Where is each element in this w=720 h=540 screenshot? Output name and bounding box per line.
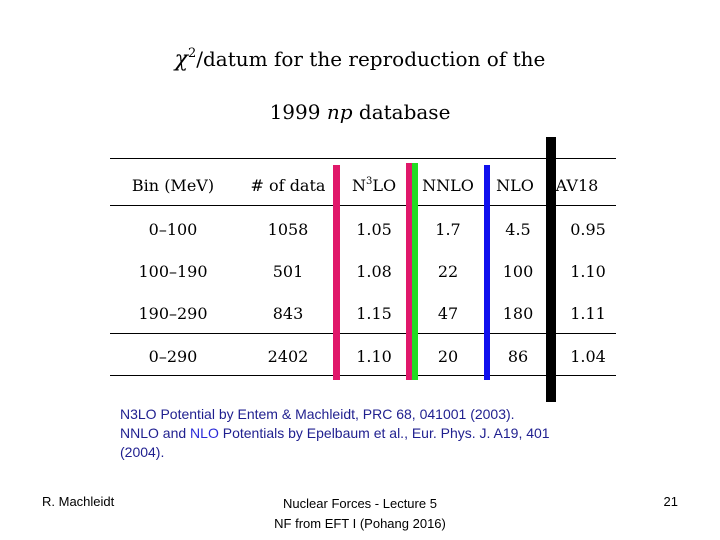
slide-title-line2: 1999 np database xyxy=(0,100,720,124)
header-n3lo-n: N xyxy=(351,176,366,195)
row-3-bin: 0–290 xyxy=(148,347,198,366)
row-0-nnlo: 1.7 xyxy=(435,220,461,239)
nnlo-highlight-bar-right xyxy=(412,163,418,380)
chi-symbol: χ xyxy=(174,47,188,72)
caption-line1: N3LO Potential by Entem & Machleidt, PRC… xyxy=(120,406,515,422)
title-line1-text: /datum for the reproduction of the xyxy=(196,47,546,71)
title-np: np xyxy=(326,100,353,124)
nnlo-highlight-bar-left xyxy=(406,163,412,380)
row-1-nlo: 100 xyxy=(502,262,534,281)
page-number: 21 xyxy=(663,494,678,509)
row-0-bin: 0–100 xyxy=(148,220,198,239)
row-0-av18: 0.95 xyxy=(570,220,606,239)
row-3-n3lo: 1.10 xyxy=(356,347,392,366)
table-top-rule xyxy=(110,158,616,159)
footer-title-line1: Nuclear Forces - Lecture 5 xyxy=(283,496,437,511)
title-year: 1999 xyxy=(269,100,327,124)
row-0-n3lo: 1.05 xyxy=(356,220,392,239)
row-2-nnlo: 47 xyxy=(437,304,459,323)
row-3-count: 2402 xyxy=(267,347,309,366)
row-1-nnlo: 22 xyxy=(437,262,459,281)
table-bottom-rule xyxy=(110,375,616,376)
row-1-bin: 100–190 xyxy=(138,262,208,281)
row-0-count: 1058 xyxy=(267,220,309,239)
footer-author: R. Machleidt xyxy=(42,494,115,509)
row-1-count: 501 xyxy=(272,262,304,281)
nlo-highlight-bar xyxy=(484,165,490,380)
header-count: # of data xyxy=(250,176,326,195)
caption-line2-a: NNLO and xyxy=(120,425,191,441)
header-n3lo-sup: 3 xyxy=(365,176,373,187)
caption-nlo: NLO xyxy=(190,425,219,441)
header-n3lo-rest: LO xyxy=(372,176,397,195)
header-n3lo: N3LO xyxy=(352,176,396,195)
header-av18: AV18 xyxy=(555,176,599,195)
av18-highlight-bar xyxy=(546,137,556,402)
n3lo-highlight-bar xyxy=(333,165,340,380)
header-nnlo: NNLO xyxy=(422,176,474,195)
row-1-av18: 1.10 xyxy=(570,262,606,281)
table-total-rule xyxy=(110,333,616,334)
row-2-av18: 1.11 xyxy=(570,304,606,323)
row-1-n3lo: 1.08 xyxy=(356,262,392,281)
footer-title: Nuclear Forces - Lecture 5 NF from EFT I… xyxy=(240,494,480,534)
row-2-n3lo: 1.15 xyxy=(356,304,392,323)
row-3-nnlo: 20 xyxy=(437,347,459,366)
title-line2-text: database xyxy=(352,100,451,124)
table-header-rule xyxy=(110,205,616,206)
footer-title-line2: NF from EFT I (Pohang 2016) xyxy=(274,516,446,531)
chi2-table: Bin (MeV) # of data N3LO NNLO NLO AV18 0… xyxy=(110,158,616,376)
row-2-count: 843 xyxy=(272,304,304,323)
chi-superscript: 2 xyxy=(187,46,197,61)
row-3-nlo: 86 xyxy=(507,347,529,366)
reference-caption: N3LO Potential by Entem & Machleidt, PRC… xyxy=(120,405,620,462)
row-0-nlo: 4.5 xyxy=(505,220,531,239)
header-nlo: NLO xyxy=(496,176,534,195)
row-2-nlo: 180 xyxy=(502,304,534,323)
caption-line2: NNLO and NLO Potentials by Epelbaum et a… xyxy=(120,424,620,443)
header-bin: Bin (MeV) xyxy=(131,176,215,195)
row-2-bin: 190–290 xyxy=(138,304,208,323)
slide-title-line1: χ2/datum for the reproduction of the xyxy=(0,46,720,72)
row-3-av18: 1.04 xyxy=(570,347,606,366)
caption-line3: (2004). xyxy=(120,444,165,460)
caption-line2-b: Potentials by Epelbaum et al., Eur. Phys… xyxy=(218,425,550,441)
